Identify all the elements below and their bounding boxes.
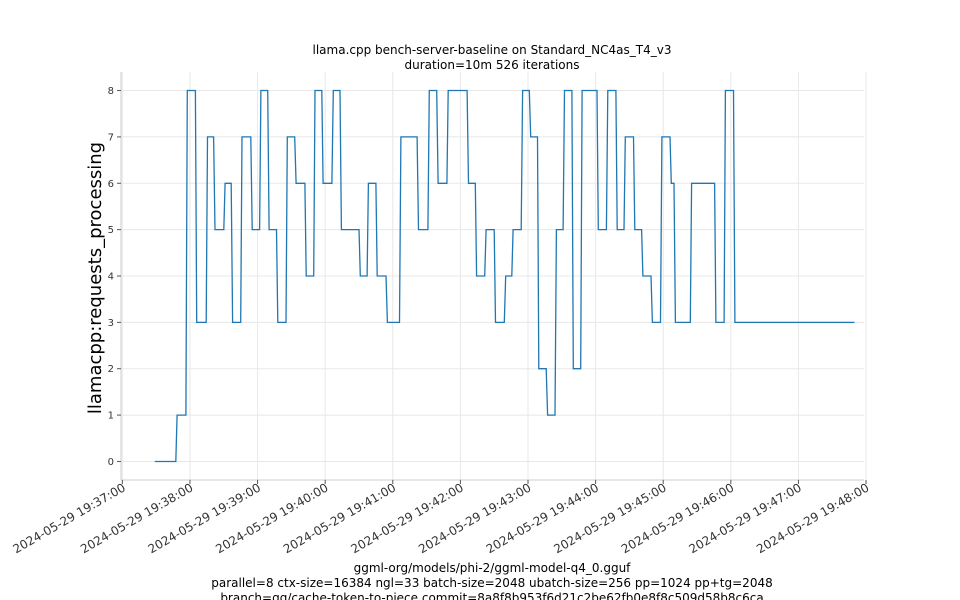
- y-axis-label: llamacpp:requests_processing: [85, 142, 106, 414]
- x-tick-label: 2024-05-29 19:48:00: [754, 480, 871, 556]
- y-tick-label: 6: [108, 179, 114, 190]
- x-tick-label: 2024-05-29 19:47:00: [687, 480, 804, 556]
- footer-model: ggml-org/models/phi-2/ggml-model-q4_0.gg…: [354, 561, 632, 575]
- series-line: [154, 89, 855, 463]
- x-tick-label: 2024-05-29 19:44:00: [484, 480, 601, 556]
- footer-branch: branch=gg/cache-token-to-piece commit=8a…: [220, 591, 763, 600]
- x-tick-label: 2024-05-29 19:46:00: [619, 480, 736, 556]
- x-tick-label: 2024-05-29 19:38:00: [78, 480, 195, 556]
- y-tick-label: 2: [108, 364, 114, 375]
- series: [154, 89, 855, 463]
- y-tick-label: 5: [108, 225, 114, 236]
- y-tick-label: 4: [108, 272, 114, 283]
- x-tick-label: 2024-05-29 19:42:00: [349, 480, 466, 556]
- x-tick-label: 2024-05-29 19:39:00: [146, 480, 263, 556]
- footer-params: parallel=8 ctx-size=16384 ngl=33 batch-s…: [211, 576, 772, 590]
- chart-title-line-1: llama.cpp bench-server-baseline on Stand…: [313, 43, 672, 57]
- x-tick-label: 2024-05-29 19:40:00: [213, 480, 330, 556]
- chart-title-line-2: duration=10m 526 iterations: [405, 58, 580, 72]
- y-tick-label: 8: [108, 86, 114, 97]
- x-tick-label: 2024-05-29 19:41:00: [281, 480, 398, 556]
- x-tick-label: 2024-05-29 19:45:00: [551, 480, 668, 556]
- x-tick-label: 2024-05-29 19:43:00: [416, 480, 533, 556]
- y-tick-label: 0: [108, 457, 114, 468]
- y-tick-label: 1: [108, 411, 114, 422]
- y-ticks: 0 1 2 3 4 5 6 7 8: [108, 86, 121, 468]
- y-tick-label: 3: [108, 318, 114, 329]
- y-tick-label: 7: [108, 132, 114, 143]
- x-tick-label: 2024-05-29 19:37:00: [10, 480, 127, 556]
